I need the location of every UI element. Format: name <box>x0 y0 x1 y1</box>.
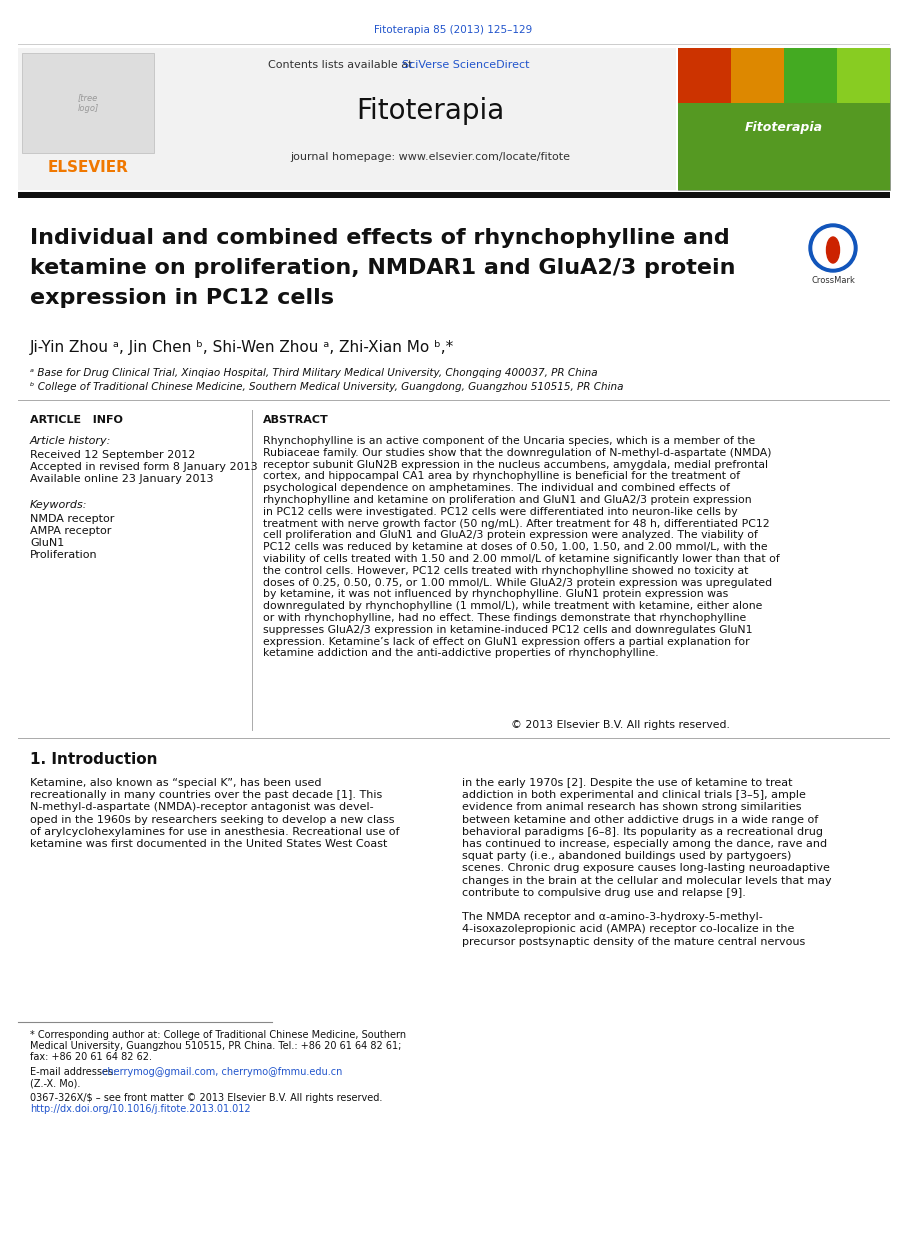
Text: Medical University, Guangzhou 510515, PR China. Tel.: +86 20 61 64 82 61;: Medical University, Guangzhou 510515, PR… <box>30 1042 402 1051</box>
Text: ᵇ College of Traditional Chinese Medicine, Southern Medical University, Guangdon: ᵇ College of Traditional Chinese Medicin… <box>30 382 623 392</box>
Text: precursor postsynaptic density of the mature central nervous: precursor postsynaptic density of the ma… <box>462 936 805 946</box>
Text: Fitoterapia: Fitoterapia <box>356 96 504 125</box>
Text: changes in the brain at the cellular and molecular levels that may: changes in the brain at the cellular and… <box>462 876 832 886</box>
Text: contribute to compulsive drug use and relapse [9].: contribute to compulsive drug use and re… <box>462 888 746 898</box>
Bar <box>18 48 676 190</box>
Text: Keywords:: Keywords: <box>30 500 87 510</box>
Text: cortex, and hippocampal CA1 area by rhynchophylline is beneficial for the treatm: cortex, and hippocampal CA1 area by rhyn… <box>263 471 740 481</box>
Text: ARTICLE   INFO: ARTICLE INFO <box>30 414 122 426</box>
Text: in the early 1970s [2]. Despite the use of ketamine to treat: in the early 1970s [2]. Despite the use … <box>462 778 793 788</box>
Text: © 2013 Elsevier B.V. All rights reserved.: © 2013 Elsevier B.V. All rights reserved… <box>512 720 730 730</box>
Text: Fitoterapia: Fitoterapia <box>745 121 823 135</box>
Text: Ketamine, also known as “special K”, has been used: Ketamine, also known as “special K”, has… <box>30 778 321 788</box>
Text: behavioral paradigms [6–8]. Its popularity as a recreational drug: behavioral paradigms [6–8]. Its populari… <box>462 826 823 836</box>
Text: Proliferation: Proliferation <box>30 550 98 560</box>
Text: NMDA receptor: NMDA receptor <box>30 515 114 524</box>
Text: [tree
logo]: [tree logo] <box>77 93 99 113</box>
Text: Accepted in revised form 8 January 2013: Accepted in revised form 8 January 2013 <box>30 461 258 473</box>
Text: oped in the 1960s by researchers seeking to develop a new class: oped in the 1960s by researchers seeking… <box>30 815 395 825</box>
Text: journal homepage: www.elsevier.com/locate/fitote: journal homepage: www.elsevier.com/locat… <box>290 152 570 162</box>
Text: treatment with nerve growth factor (50 ng/mL). After treatment for 48 h, differe: treatment with nerve growth factor (50 n… <box>263 518 770 528</box>
Bar <box>784 48 837 103</box>
Text: SciVerse ScienceDirect: SciVerse ScienceDirect <box>402 61 530 71</box>
Text: ketamine on proliferation, NMDAR1 and GluA2/3 protein: ketamine on proliferation, NMDAR1 and Gl… <box>30 259 736 278</box>
Text: ketamine addiction and the anti-addictive properties of rhynchophylline.: ketamine addiction and the anti-addictiv… <box>263 648 658 658</box>
Text: rhynchophylline and ketamine on proliferation and GluN1 and GluA2/3 protein expr: rhynchophylline and ketamine on prolifer… <box>263 495 752 505</box>
Bar <box>678 103 890 190</box>
Text: PC12 cells was reduced by ketamine at doses of 0.50, 1.00, 1.50, and 2.00 mmol/L: PC12 cells was reduced by ketamine at do… <box>263 542 767 552</box>
Text: 1. Introduction: 1. Introduction <box>30 752 158 767</box>
Text: doses of 0.25, 0.50, 0.75, or 1.00 mmol/L. While GluA2/3 protein expression was : doses of 0.25, 0.50, 0.75, or 1.00 mmol/… <box>263 578 772 588</box>
Text: 0367-326X/$ – see front matter © 2013 Elsevier B.V. All rights reserved.: 0367-326X/$ – see front matter © 2013 El… <box>30 1094 383 1103</box>
Text: psychological dependence on amphetamines. The individual and combined effects of: psychological dependence on amphetamines… <box>263 484 730 494</box>
Text: Article history:: Article history: <box>30 435 112 447</box>
Text: in PC12 cells were investigated. PC12 cells were differentiated into neuron-like: in PC12 cells were investigated. PC12 ce… <box>263 507 737 517</box>
Text: http://dx.doi.org/10.1016/j.fitote.2013.01.012: http://dx.doi.org/10.1016/j.fitote.2013.… <box>30 1103 250 1115</box>
Bar <box>18 192 890 198</box>
Text: fax: +86 20 61 64 82 62.: fax: +86 20 61 64 82 62. <box>30 1051 152 1063</box>
Text: ᵃ Base for Drug Clinical Trial, Xinqiao Hospital, Third Military Medical Univers: ᵃ Base for Drug Clinical Trial, Xinqiao … <box>30 367 598 379</box>
Text: of arylcyclohexylamines for use in anesthesia. Recreational use of: of arylcyclohexylamines for use in anest… <box>30 826 399 836</box>
Text: Rubiaceae family. Our studies show that the downregulation of N-methyl-d-asparta: Rubiaceae family. Our studies show that … <box>263 448 772 458</box>
Text: viability of cells treated with 1.50 and 2.00 mmol/L of ketamine significantly l: viability of cells treated with 1.50 and… <box>263 554 780 564</box>
Text: by ketamine, it was not influenced by rhynchophylline. GluN1 protein expression : by ketamine, it was not influenced by rh… <box>263 589 728 600</box>
Bar <box>22 53 154 153</box>
Text: squat party (i.e., abandoned buildings used by partygoers): squat party (i.e., abandoned buildings u… <box>462 851 792 861</box>
Text: cell proliferation and GluN1 and GluA2/3 protein expression were analyzed. The v: cell proliferation and GluN1 and GluA2/3… <box>263 531 758 541</box>
Text: Fitoterapia 85 (2013) 125–129: Fitoterapia 85 (2013) 125–129 <box>374 25 532 35</box>
Text: recreationally in many countries over the past decade [1]. This: recreationally in many countries over th… <box>30 790 382 800</box>
Text: has continued to increase, especially among the dance, rave and: has continued to increase, especially am… <box>462 839 827 849</box>
Text: evidence from animal research has shown strong similarities: evidence from animal research has shown … <box>462 803 802 813</box>
Text: or with rhynchophylline, had no effect. These findings demonstrate that rhynchop: or with rhynchophylline, had no effect. … <box>263 614 746 623</box>
Circle shape <box>813 228 853 268</box>
Text: Individual and combined effects of rhynchophylline and: Individual and combined effects of rhync… <box>30 228 730 247</box>
Bar <box>837 48 890 103</box>
Text: Rhynchophylline is an active component of the Uncaria species, which is a member: Rhynchophylline is an active component o… <box>263 435 756 447</box>
Text: receptor subunit GluN2B expression in the nucleus accumbens, amygdala, medial pr: receptor subunit GluN2B expression in th… <box>263 460 768 470</box>
Text: Available online 23 January 2013: Available online 23 January 2013 <box>30 474 213 484</box>
Text: CrossMark: CrossMark <box>811 276 855 285</box>
Text: The NMDA receptor and α-amino-3-hydroxy-5-methyl-: The NMDA receptor and α-amino-3-hydroxy-… <box>462 912 763 923</box>
Text: cherrymog@gmail.com, cherrymo@fmmu.edu.cn: cherrymog@gmail.com, cherrymo@fmmu.edu.c… <box>102 1068 342 1077</box>
Text: suppresses GluA2/3 expression in ketamine-induced PC12 cells and downregulates G: suppresses GluA2/3 expression in ketamin… <box>263 625 753 635</box>
Text: (Z.-X. Mo).: (Z.-X. Mo). <box>30 1077 81 1089</box>
Bar <box>731 48 784 103</box>
Text: addiction in both experimental and clinical trials [3–5], ample: addiction in both experimental and clini… <box>462 790 806 800</box>
Text: ABSTRACT: ABSTRACT <box>263 414 328 426</box>
Text: expression in PC12 cells: expression in PC12 cells <box>30 288 334 308</box>
Text: scenes. Chronic drug exposure causes long-lasting neuroadaptive: scenes. Chronic drug exposure causes lon… <box>462 863 830 873</box>
Bar <box>678 48 890 190</box>
Text: 4-isoxazolepropionic acid (AMPA) receptor co-localize in the: 4-isoxazolepropionic acid (AMPA) recepto… <box>462 924 795 934</box>
Text: Received 12 September 2012: Received 12 September 2012 <box>30 450 195 460</box>
Circle shape <box>809 224 857 272</box>
Text: downregulated by rhynchophylline (1 mmol/L), while treatment with ketamine, eith: downregulated by rhynchophylline (1 mmol… <box>263 601 763 611</box>
Text: GluN1: GluN1 <box>30 538 64 548</box>
Bar <box>678 48 731 103</box>
Text: AMPA receptor: AMPA receptor <box>30 526 112 536</box>
Text: expression. Ketamine’s lack of effect on GluN1 expression offers a partial expla: expression. Ketamine’s lack of effect on… <box>263 637 749 647</box>
Text: Contents lists available at: Contents lists available at <box>268 61 416 71</box>
Text: the control cells. However, PC12 cells treated with rhynchophylline showed no to: the control cells. However, PC12 cells t… <box>263 565 748 575</box>
Text: E-mail addresses:: E-mail addresses: <box>30 1068 120 1077</box>
Text: ELSEVIER: ELSEVIER <box>47 161 129 176</box>
Text: Ji-Yin Zhou ᵃ, Jin Chen ᵇ, Shi-Wen Zhou ᵃ, Zhi-Xian Mo ᵇ,*: Ji-Yin Zhou ᵃ, Jin Chen ᵇ, Shi-Wen Zhou … <box>30 340 454 355</box>
Text: N-methyl-d-aspartate (NMDA)-receptor antagonist was devel-: N-methyl-d-aspartate (NMDA)-receptor ant… <box>30 803 374 813</box>
Ellipse shape <box>826 238 840 263</box>
Text: ketamine was first documented in the United States West Coast: ketamine was first documented in the Uni… <box>30 839 387 849</box>
Text: * Corresponding author at: College of Traditional Chinese Medicine, Southern: * Corresponding author at: College of Tr… <box>30 1030 406 1040</box>
Text: between ketamine and other addictive drugs in a wide range of: between ketamine and other addictive dru… <box>462 815 818 825</box>
